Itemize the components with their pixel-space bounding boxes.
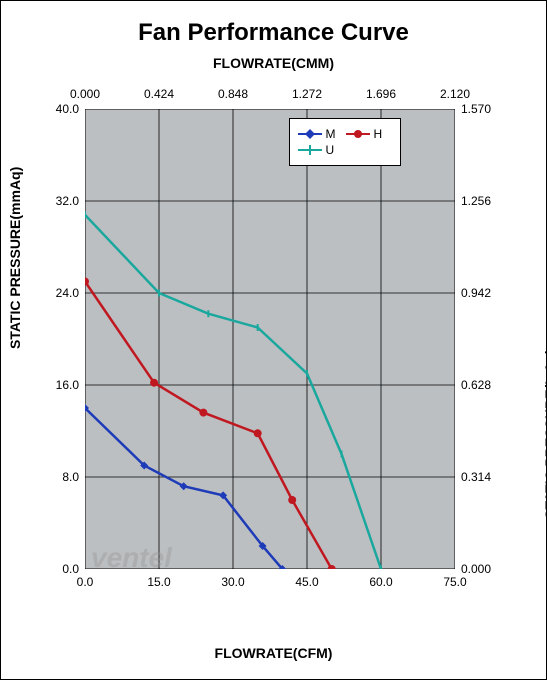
- tick-label: 75.0: [443, 575, 466, 589]
- tick-label: 30.0: [221, 575, 244, 589]
- tick-label: 8.0: [62, 470, 79, 484]
- legend-label: M: [326, 127, 336, 141]
- tick-label: 1.570: [461, 102, 491, 116]
- bottom-axis-label: FLOWRATE(CFM): [215, 645, 333, 661]
- tick-label: 40.0: [56, 102, 79, 116]
- tick-label: 16.0: [56, 378, 79, 392]
- legend-item: U: [298, 143, 335, 157]
- plot-svg: [85, 109, 455, 569]
- tick-label: 1.696: [366, 87, 396, 101]
- tick-label: 1.272: [292, 87, 322, 101]
- tick-label: 15.0: [147, 575, 170, 589]
- tick-label: 0.000: [461, 562, 491, 576]
- top-axis-label: FLOWRATE(CMM): [1, 55, 546, 71]
- legend-label: H: [374, 127, 383, 141]
- chart-title: Fan Performance Curve: [1, 19, 546, 47]
- legend: M H U: [289, 118, 402, 166]
- tick-label: 0.848: [218, 87, 248, 101]
- chart-container: Fan Performance Curve FLOWRATE(CMM) MHU …: [0, 0, 547, 680]
- left-axis-label: STATIC PRESSURE(mmAq): [7, 167, 23, 349]
- tick-label: 0.0: [62, 562, 79, 576]
- tick-label: 0.628: [461, 378, 491, 392]
- tick-label: 0.0: [77, 575, 94, 589]
- tick-label: 1.256: [461, 194, 491, 208]
- tick-label: 0.942: [461, 286, 491, 300]
- tick-label: 32.0: [56, 194, 79, 208]
- right-axis-label: STATIC PRESSURE(InAq): [542, 349, 547, 519]
- tick-label: 2.120: [440, 87, 470, 101]
- legend-item: M: [298, 127, 336, 141]
- watermark: ventel: [91, 542, 172, 574]
- chart-area: M H U: [85, 109, 455, 569]
- tick-label: 24.0: [56, 286, 79, 300]
- legend-label: U: [326, 143, 335, 157]
- tick-label: 0.000: [70, 87, 100, 101]
- tick-label: 45.0: [295, 575, 318, 589]
- tick-label: 0.424: [144, 87, 174, 101]
- tick-label: 60.0: [369, 575, 392, 589]
- tick-label: 0.314: [461, 470, 491, 484]
- legend-item: H: [346, 127, 383, 141]
